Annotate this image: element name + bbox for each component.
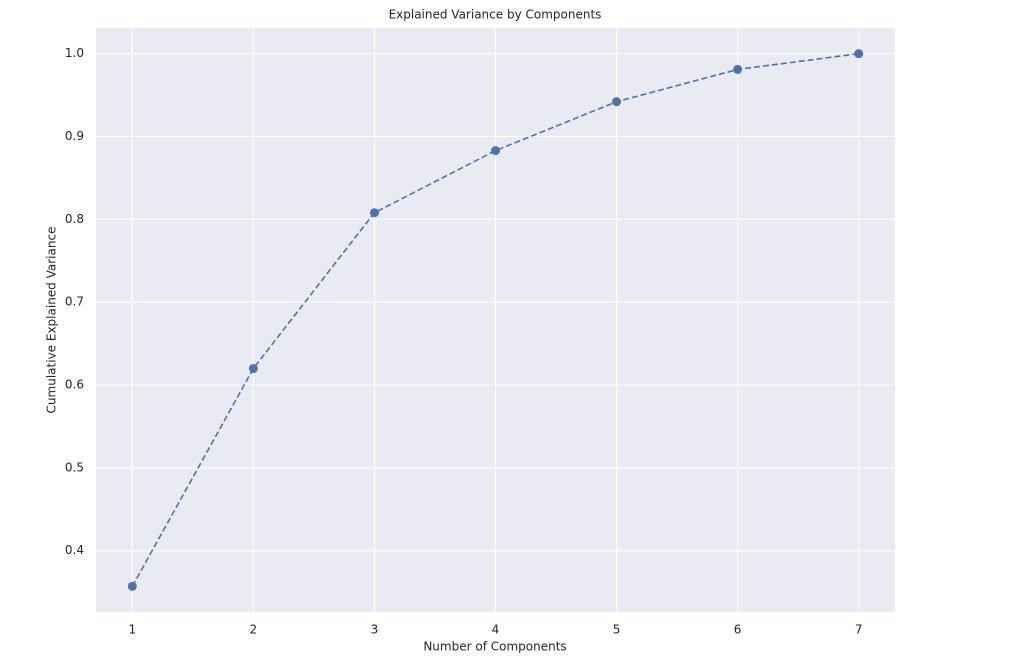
x-tick-label: 1	[128, 623, 136, 637]
x-tick-label: 2	[250, 623, 258, 637]
y-tick-label: 1.0	[65, 46, 84, 60]
data-point	[369, 208, 379, 218]
x-axis-label: Number of Components	[423, 640, 566, 654]
x-tick-label: 4	[492, 623, 500, 637]
y-tick-label: 0.9	[65, 129, 84, 143]
data-point	[248, 363, 258, 373]
y-tick-label: 0.8	[65, 212, 84, 226]
x-tick-label: 6	[734, 623, 742, 637]
data-point	[854, 49, 864, 59]
y-tick-label: 0.5	[65, 460, 84, 474]
y-axis-label: Cumulative Explained Variance	[45, 227, 59, 414]
y-tick-label: 0.6	[65, 378, 84, 392]
data-point	[491, 146, 500, 156]
y-tick-label: 0.4	[65, 543, 84, 557]
y-tick-label: 0.7	[65, 295, 84, 309]
data-point	[127, 581, 137, 591]
x-tick-label: 3	[371, 623, 379, 637]
x-tick-label: 5	[613, 623, 621, 637]
data-point	[733, 64, 743, 74]
data-point	[612, 97, 622, 107]
chart-title: Explained Variance by Components	[389, 8, 602, 22]
x-tick-label: 7	[855, 623, 863, 637]
